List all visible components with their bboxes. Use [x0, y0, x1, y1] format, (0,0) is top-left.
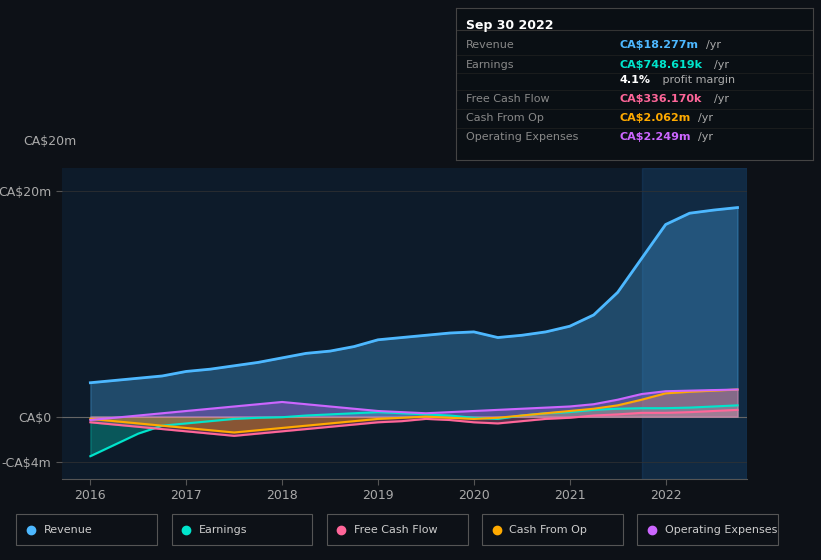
Text: /yr: /yr	[698, 132, 713, 142]
Text: Free Cash Flow: Free Cash Flow	[354, 525, 438, 535]
Text: Sep 30 2022: Sep 30 2022	[466, 19, 554, 32]
Text: Earnings: Earnings	[199, 525, 247, 535]
Text: Cash From Op: Cash From Op	[466, 113, 544, 123]
Text: CA$336.170k: CA$336.170k	[620, 94, 702, 104]
Text: Cash From Op: Cash From Op	[510, 525, 587, 535]
Text: profit margin: profit margin	[658, 75, 735, 85]
Text: CA$748.619k: CA$748.619k	[620, 60, 703, 70]
Text: Revenue: Revenue	[44, 525, 92, 535]
Bar	[642, 168, 747, 479]
Text: Free Cash Flow: Free Cash Flow	[466, 94, 550, 104]
Text: Revenue: Revenue	[466, 40, 515, 50]
Text: Earnings: Earnings	[466, 60, 515, 70]
Text: /yr: /yr	[698, 113, 713, 123]
Text: CA$18.277m: CA$18.277m	[620, 40, 699, 50]
Text: /yr: /yr	[713, 94, 728, 104]
Text: CA$20m: CA$20m	[23, 136, 76, 148]
Text: CA$2.249m: CA$2.249m	[620, 132, 691, 142]
Text: CA$2.062m: CA$2.062m	[620, 113, 691, 123]
Text: Operating Expenses: Operating Expenses	[665, 525, 777, 535]
Text: /yr: /yr	[713, 60, 728, 70]
Text: 4.1%: 4.1%	[620, 75, 651, 85]
Text: Operating Expenses: Operating Expenses	[466, 132, 579, 142]
Text: /yr: /yr	[706, 40, 721, 50]
